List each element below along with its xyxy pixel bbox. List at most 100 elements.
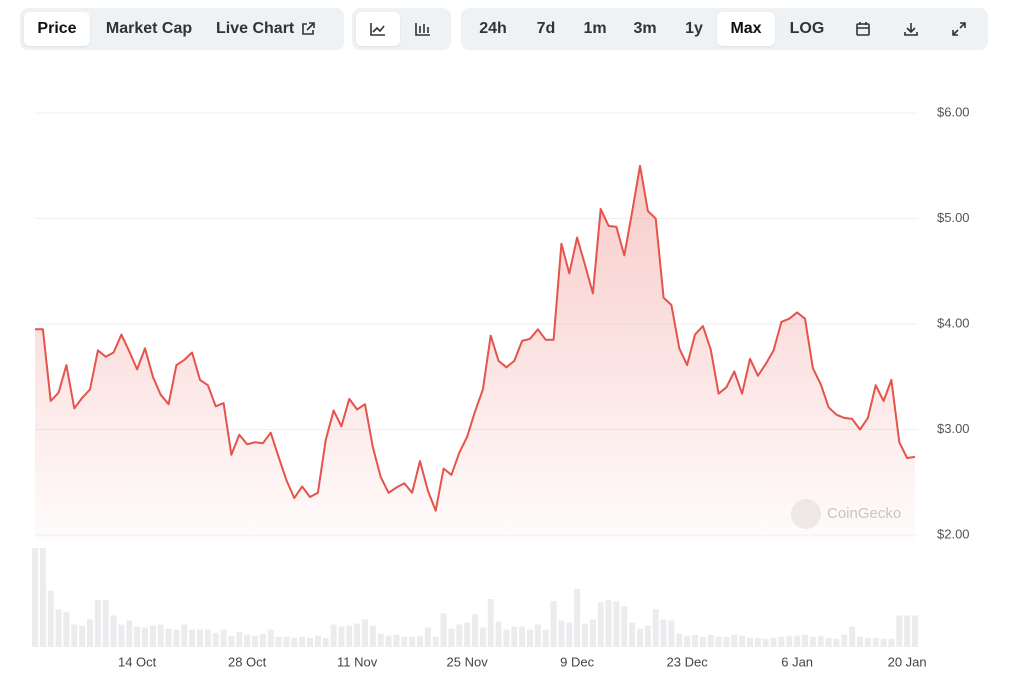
volume-bar — [723, 636, 730, 647]
volume-bar — [519, 626, 526, 647]
range-button[interactable]: LOG — [789, 20, 825, 37]
volume-bar — [487, 599, 494, 647]
volume-bar — [550, 601, 557, 647]
volume-bar — [102, 600, 109, 647]
volume-bar — [173, 629, 180, 647]
volume-bar — [267, 629, 274, 647]
volume-bar — [47, 590, 54, 647]
volume-bar — [157, 624, 164, 647]
x-tick-label: 23 Dec — [667, 654, 709, 669]
volume-bar — [770, 637, 777, 647]
volume-bar — [699, 636, 706, 647]
volume-bar — [660, 619, 667, 647]
volume-bar — [652, 609, 659, 647]
volume-bar — [888, 638, 895, 647]
volume-bar — [692, 634, 698, 647]
volume-bar — [739, 635, 746, 647]
volume-bar — [220, 629, 227, 647]
range-button[interactable]: 24h — [479, 20, 507, 37]
x-tick-label: 28 Oct — [228, 654, 267, 669]
range-button[interactable]: 1y — [685, 20, 703, 37]
volume-bar — [809, 636, 816, 647]
volume-bar — [849, 626, 856, 647]
volume-bar — [684, 635, 691, 647]
volume-bar — [165, 628, 172, 647]
range-button[interactable]: Max — [717, 12, 775, 46]
volume-bar — [817, 635, 824, 647]
y-tick-label: $4.00 — [937, 315, 970, 330]
tab[interactable]: Market Cap — [105, 20, 193, 37]
range-button[interactable]: 7d — [536, 20, 556, 37]
download-button[interactable] — [887, 12, 935, 46]
volume-bar — [857, 636, 863, 647]
volume-bar — [794, 635, 801, 647]
calendar-icon — [856, 22, 870, 36]
tab[interactable]: Live Chart — [208, 12, 340, 46]
volume-bar — [322, 637, 329, 647]
volume-bar — [149, 625, 156, 647]
range-button[interactable]: 3m — [633, 20, 657, 37]
volume-bar — [864, 637, 871, 647]
volume-bar — [762, 638, 769, 647]
range-button[interactable]: 1m — [583, 20, 607, 37]
volume-bar — [307, 637, 313, 647]
volume-bar — [252, 635, 258, 647]
tab[interactable]: Price — [24, 12, 90, 46]
volume-bar — [456, 624, 463, 647]
watermark-logo — [791, 499, 821, 529]
volume-bar — [79, 625, 86, 647]
volume-bar — [228, 635, 235, 647]
volume-bar — [527, 629, 533, 647]
fullscreen-button[interactable] — [935, 12, 983, 46]
volume-bar — [142, 627, 148, 647]
price-line — [35, 164, 916, 512]
volume-bar — [825, 637, 832, 647]
volume-bar — [754, 637, 761, 647]
volume-bar — [87, 619, 93, 647]
calendar-button[interactable] — [839, 12, 887, 46]
volume-bar — [566, 622, 573, 647]
line-chart-button[interactable] — [356, 12, 400, 46]
volume-bar — [574, 588, 581, 647]
expand-icon — [952, 22, 966, 36]
volume-bar — [189, 629, 196, 647]
volume-bar — [597, 602, 604, 647]
volume-bar — [338, 626, 345, 647]
volume-bar — [786, 635, 793, 647]
tab-group: Price Market Cap Live Chart — [20, 8, 344, 50]
volume-bar — [362, 619, 368, 647]
volume-bar — [629, 622, 636, 647]
volume-bar — [71, 624, 78, 647]
volume-bar — [55, 609, 62, 647]
volume-bar — [330, 624, 337, 647]
volume-bar — [409, 636, 416, 647]
line-icon — [370, 23, 385, 36]
volume-bar — [582, 623, 588, 647]
volume-bar — [912, 615, 918, 647]
price-area — [35, 165, 915, 541]
volume-bar — [181, 624, 188, 647]
volume-bar — [244, 634, 251, 647]
volume-bar — [534, 624, 541, 647]
volume-bar — [613, 601, 620, 647]
volume-bar — [385, 635, 392, 647]
x-tick-label: 11 Nov — [337, 654, 378, 669]
y-tick-label: $6.00 — [937, 104, 970, 119]
volume-bar — [424, 627, 431, 647]
volume-bar — [432, 636, 439, 647]
volume-bar — [503, 629, 510, 647]
volume-bar — [212, 632, 219, 647]
volume-bar — [472, 614, 478, 647]
volume-bar — [841, 634, 848, 647]
volume-bar — [39, 548, 46, 647]
volume-bar — [197, 629, 203, 647]
volume-bar — [291, 637, 298, 647]
candle-chart-button[interactable] — [400, 12, 446, 46]
volume-bar — [511, 626, 518, 647]
volume-bar — [204, 629, 211, 647]
volume-bar — [393, 634, 400, 647]
volume-bar — [440, 613, 447, 647]
x-tick-label: 14 Oct — [118, 654, 157, 669]
volume-bar — [558, 620, 565, 647]
